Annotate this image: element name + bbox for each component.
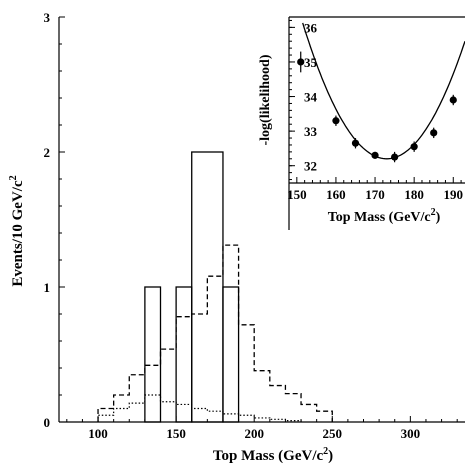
histogram-bar-solid xyxy=(144,286,162,423)
main-x-tick-label: 250 xyxy=(323,426,343,441)
main-y-tick-label: 0 xyxy=(44,415,51,430)
inset-y-tick-label: 34 xyxy=(304,90,318,105)
data-point xyxy=(449,96,457,104)
inset-x-tick-label: 150 xyxy=(287,187,307,202)
histogram-bar-solid xyxy=(175,286,193,423)
main-y-tick-label: 1 xyxy=(44,280,51,295)
histogram-series-dashed xyxy=(97,244,333,422)
inset-points xyxy=(297,51,457,163)
main-histogram: 100 150 200 250 300 0 1 2 3 Top Mass (GeV/c2) Ev… xyxy=(8,10,465,464)
main-x-tick-label: 150 xyxy=(166,426,186,441)
inset-x-tick-label: 190 xyxy=(444,187,464,202)
main-series xyxy=(97,151,333,423)
inset-y-axis-label: -log(likelihood) xyxy=(258,54,273,145)
main-x-tick-label: 300 xyxy=(401,426,421,441)
data-point xyxy=(371,151,379,159)
inset-y-tick-label: 32 xyxy=(304,159,317,174)
inset-x-axis-label: Top Mass (GeV/c2) xyxy=(328,207,441,225)
main-y-tick-label: 3 xyxy=(44,10,51,25)
main-x-tick-label: 100 xyxy=(88,426,108,441)
main-x-axis-label: Top Mass (GeV/c2) xyxy=(213,446,333,464)
main-y-axis-label: Events/10 GeV/c2 xyxy=(8,175,26,286)
data-point xyxy=(297,58,305,66)
inset-x-tick-label: 170 xyxy=(365,187,385,202)
histogram-series-dotted xyxy=(97,394,302,422)
inset-x-tick-label: 180 xyxy=(404,187,424,202)
inset-background xyxy=(289,17,465,230)
inset-x-tick-label: 160 xyxy=(326,187,346,202)
data-point xyxy=(410,143,418,151)
inset-y-tick-label: 36 xyxy=(304,20,318,35)
main-ticks: 100 150 200 250 300 0 1 2 3 xyxy=(44,10,458,441)
data-point xyxy=(430,129,438,137)
data-point xyxy=(391,153,399,161)
inset-y-tick-label: 33 xyxy=(304,124,318,139)
fit-curve-line xyxy=(302,22,465,160)
main-x-tick-label: 200 xyxy=(244,426,264,441)
main-y-tick-label: 2 xyxy=(44,145,51,160)
inset-fit-curve xyxy=(302,22,465,160)
data-point xyxy=(351,139,360,147)
histogram-bar-solid xyxy=(222,286,240,423)
data-point xyxy=(332,117,340,125)
